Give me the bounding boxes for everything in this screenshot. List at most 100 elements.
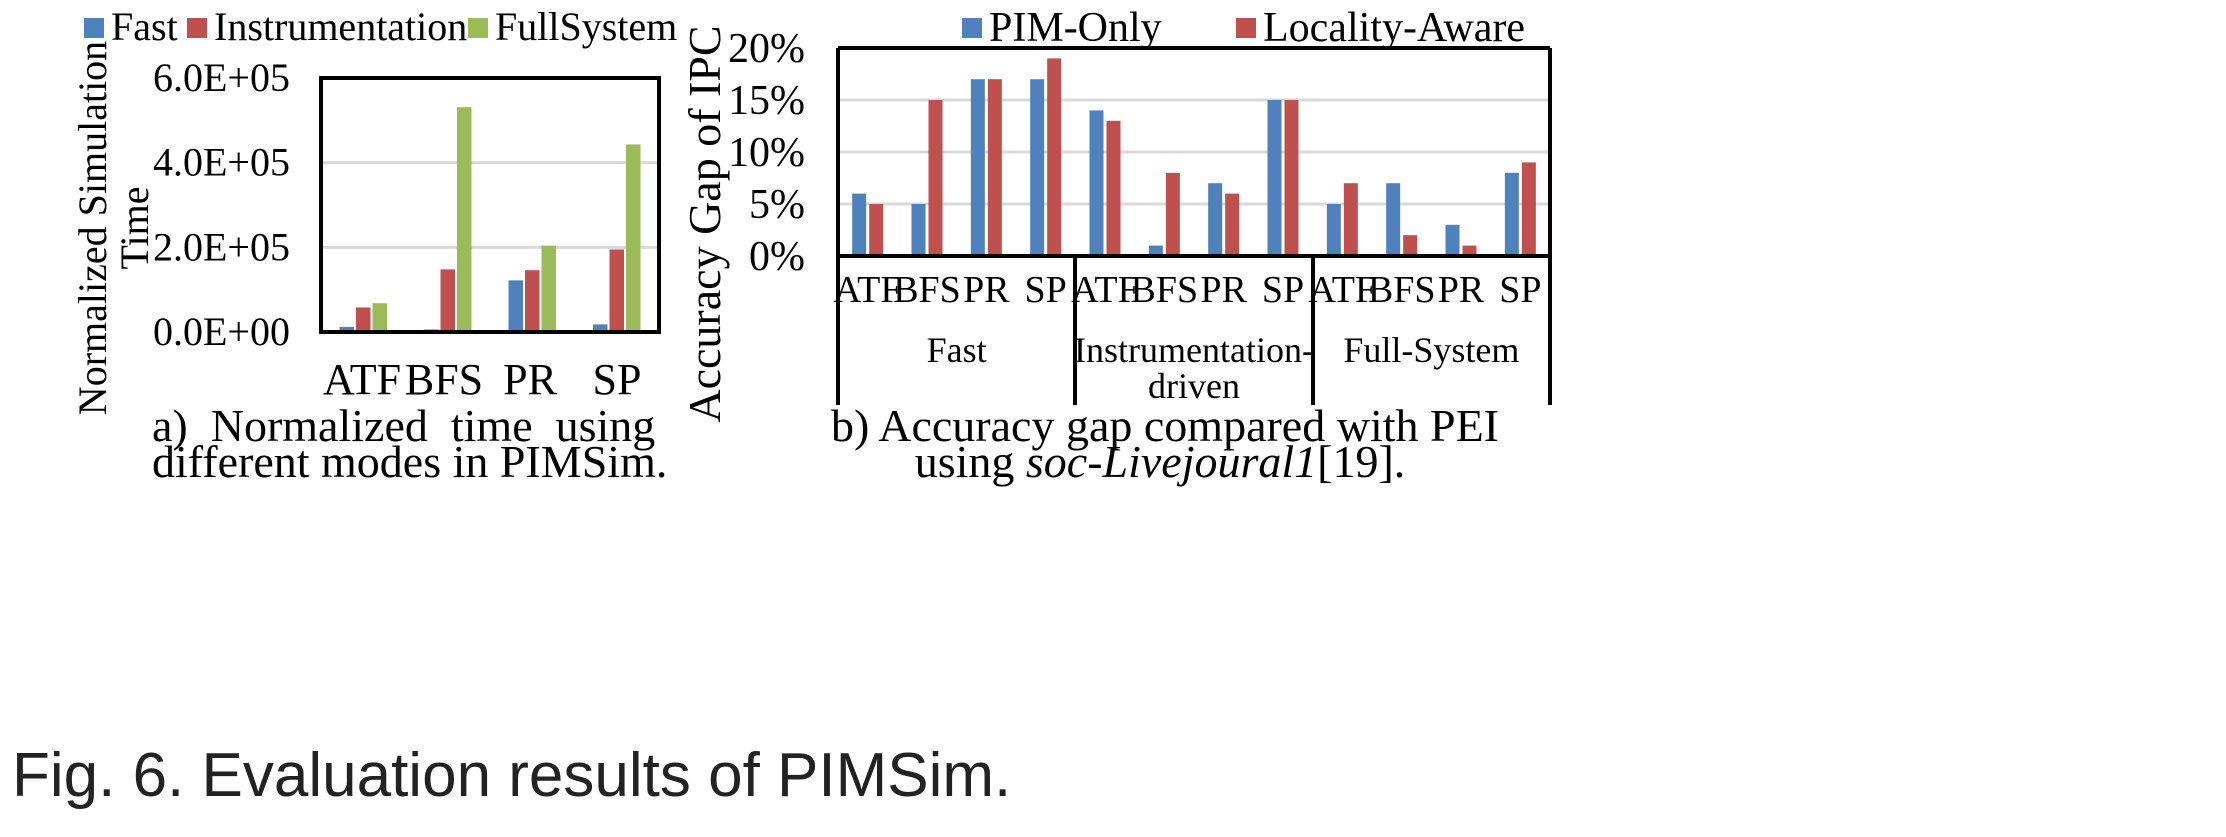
chart-a-legend-swatch xyxy=(187,18,207,38)
chart-b-bar xyxy=(1462,245,1477,256)
chart-b-bar xyxy=(1089,110,1104,257)
chart-a-caption-line1: a) Normalized time using xyxy=(152,400,655,451)
chart-b-group-label: Full-System xyxy=(1343,330,1519,370)
chart-b-caption-line2: using soc-Livejoural1[19]. xyxy=(915,436,1406,487)
chart-b-bar xyxy=(1148,245,1163,256)
chart-b-bar xyxy=(1403,235,1418,256)
chart-b-x-tick-label: SP xyxy=(1499,269,1541,311)
chart-a-gridlines xyxy=(321,161,659,249)
chart-b-bars xyxy=(852,58,1536,257)
chart-a-bar xyxy=(525,270,540,332)
chart-a-x-tick-label: BFS xyxy=(405,355,483,404)
chart-b-bar xyxy=(911,204,926,256)
chart-b-plot-frame xyxy=(836,46,1552,405)
chart-a-legend: Fast Instrumentation FullSystem xyxy=(84,4,677,49)
chart-a-y-axis-label-line1: Normalized Simulation xyxy=(70,41,115,415)
chart-a-x-tick-label: SP xyxy=(593,355,642,404)
chart-b-bar xyxy=(1343,183,1358,256)
chart-b-group-label: Instrumentation- xyxy=(1074,330,1314,370)
chart-b-x-tick-label: PR xyxy=(1438,269,1485,311)
chart-b-y-axis-label: Accuracy Gap of IPC xyxy=(679,25,730,422)
chart-b-bar xyxy=(1225,193,1240,256)
chart-a-legend-label: Instrumentation xyxy=(214,4,467,49)
chart-b-legend: PIM-Only Locality-Aware xyxy=(962,5,1525,51)
chart-a-legend-label: FullSystem xyxy=(495,4,677,49)
chart-a-x-ticks: ATF BFS PR SP xyxy=(323,355,642,404)
chart-b-x-tick-label: SP xyxy=(1025,269,1067,311)
chart-a-y-ticks: 0.0E+00 2.0E+05 4.0E+05 6.0E+05 xyxy=(153,55,290,354)
chart-b-y-tick-label: 0% xyxy=(749,234,805,280)
chart-b-y-tick-label: 5% xyxy=(749,182,805,228)
chart-b-x-tick-label: PR xyxy=(963,269,1010,311)
chart-a-bar xyxy=(457,107,472,333)
chart-a-y-tick-label: 6.0E+05 xyxy=(153,55,290,100)
chart-a-bar xyxy=(339,326,354,332)
chart-a-bar xyxy=(626,144,641,332)
chart-b-bar xyxy=(1326,204,1341,256)
chart-b-bar xyxy=(1047,58,1062,257)
caption-line2-prefix: using xyxy=(915,436,1026,487)
chart-b-bar xyxy=(1208,183,1223,256)
chart-b-bar xyxy=(1267,100,1282,256)
chart-b-y-ticks: 0% 5% 10% 15% 20% xyxy=(728,26,805,280)
chart-a-bar xyxy=(372,303,387,332)
chart-a-y-tick-label: 2.0E+05 xyxy=(153,224,290,269)
chart-a-bar xyxy=(609,249,624,332)
chart-b-bar xyxy=(987,79,1002,256)
chart-b-x-tick-label: ATF xyxy=(1071,269,1139,311)
chart-b-bar xyxy=(1445,224,1460,256)
chart-b-x-tick-label: ATF xyxy=(834,269,902,311)
chart-a-y-axis-label-line2: Time xyxy=(112,186,157,269)
chart-b-bar xyxy=(1284,100,1299,256)
chart-b-legend-swatch xyxy=(962,18,982,38)
chart-b-bar xyxy=(1504,172,1519,256)
chart-b-legend-swatch xyxy=(1236,18,1256,38)
chart-b-group-labels: Fast Instrumentation-driven Full-System xyxy=(927,330,1520,406)
chart-b-x-tick-label: BFS xyxy=(1368,269,1436,311)
chart-a: Fast Instrumentation FullSystem Normalized… xyxy=(70,4,677,487)
chart-a-bar xyxy=(541,245,556,332)
chart-b: PIM-Only Locality-Aware Accuracy Gap of I… xyxy=(679,5,1552,487)
chart-b-x-tick-label: BFS xyxy=(1131,269,1199,311)
chart-a-x-tick-label: PR xyxy=(503,355,557,404)
chart-b-bar xyxy=(1106,120,1121,256)
chart-b-bar xyxy=(869,204,884,256)
chart-b-bar xyxy=(970,79,985,256)
chart-a-plot-frame xyxy=(319,76,661,334)
chart-b-bar xyxy=(1521,162,1536,256)
chart-a-legend-swatch xyxy=(468,18,488,38)
caption-line2-italic: soc-Livejoural1 xyxy=(1026,436,1317,487)
chart-b-gridlines xyxy=(838,98,1550,206)
chart-a-bar xyxy=(440,269,455,332)
chart-b-bar xyxy=(1386,183,1401,256)
chart-b-y-tick-label: 10% xyxy=(728,130,805,176)
chart-b-x-tick-label: SP xyxy=(1262,269,1304,311)
chart-b-group-label: Fast xyxy=(927,330,987,370)
chart-a-y-tick-label: 0.0E+00 xyxy=(153,309,290,354)
chart-a-x-tick-label: ATF xyxy=(323,355,401,404)
chart-b-y-tick-label: 15% xyxy=(728,78,805,124)
chart-a-legend-label: Fast xyxy=(111,4,178,49)
chart-a-bar xyxy=(356,307,371,332)
chart-b-bar xyxy=(928,100,943,256)
chart-b-x-tick-label: BFS xyxy=(893,269,961,311)
chart-b-bar xyxy=(1165,172,1180,256)
chart-b-legend-label: Locality-Aware xyxy=(1263,5,1525,51)
chart-b-bar xyxy=(852,193,867,256)
caption-line2-suffix: [19]. xyxy=(1317,436,1405,487)
chart-b-bar xyxy=(1030,79,1045,256)
figure-caption: Fig. 6. Evaluation results of PIMSim. xyxy=(12,741,1012,810)
chart-a-bar xyxy=(508,280,523,332)
chart-a-y-tick-label: 4.0E+05 xyxy=(153,140,290,185)
chart-a-bars xyxy=(339,107,641,333)
chart-b-legend-label: PIM-Only xyxy=(989,5,1162,51)
chart-b-x-tick-label: PR xyxy=(1200,269,1247,311)
chart-a-caption-line2: different modes in PIMSim. xyxy=(152,436,667,487)
chart-b-group-label: driven xyxy=(1148,366,1240,406)
chart-a-bar xyxy=(593,324,608,332)
chart-b-caption-line1: b) Accuracy gap compared with PEI xyxy=(831,400,1499,451)
chart-b-y-tick-label: 20% xyxy=(728,26,805,72)
chart-a-legend-swatch xyxy=(84,18,104,38)
